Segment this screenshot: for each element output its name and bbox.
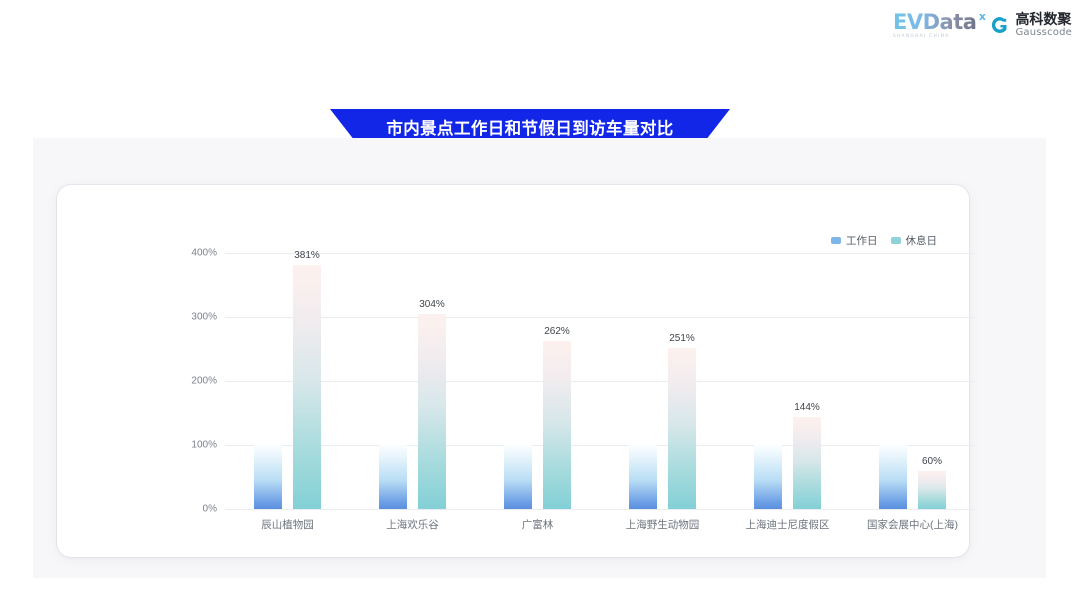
- x-axis-category-label: 上海野生动物园: [625, 519, 700, 531]
- bar-group[interactable]: 144%: [725, 247, 850, 509]
- bar-工作日[interactable]: [879, 445, 907, 509]
- page-title: 市内景点工作日和节假日到访车量对比: [386, 120, 674, 138]
- bar-wrapper: 60%: [918, 456, 946, 509]
- bar-wrapper: 381%: [293, 250, 321, 509]
- gausscode-logo: 高科数聚 Gausscode: [990, 12, 1072, 38]
- chart-plot-area: 0% 100% 200% 300% 400% 381% 304% 262% 251% 144% 6…: [169, 247, 975, 531]
- y-axis-tick-label: 100%: [191, 439, 217, 451]
- gridline: [225, 253, 975, 254]
- evdata-wordmark: EVData x: [893, 10, 986, 33]
- x-axis-category-label: 上海欢乐谷: [386, 519, 439, 531]
- evdata-subtitle: SHANGHAI CHINA: [893, 33, 950, 38]
- bar-wrapper: [754, 445, 782, 509]
- gridline: [225, 509, 975, 510]
- bar-工作日[interactable]: [754, 445, 782, 509]
- chart-legend: 工作日 休息日: [831, 233, 937, 248]
- legend-label: 工作日: [846, 235, 878, 247]
- bar-value-label: 262%: [544, 326, 570, 338]
- bar-wrapper: 304%: [418, 299, 446, 509]
- gausscode-name-cn: 高科数聚: [1015, 11, 1072, 27]
- legend-item[interactable]: 休息日: [890, 233, 938, 248]
- gridline: [225, 445, 975, 446]
- x-axis-labels: 辰山植物园 上海欢乐谷 广富林 上海野生动物园 上海迪士尼度假区 国家会展中心(上海): [225, 517, 975, 535]
- bar-休息日[interactable]: [668, 348, 696, 509]
- x-axis-category-label: 辰山植物园: [261, 519, 314, 531]
- bar-wrapper: 251%: [668, 333, 696, 509]
- gridline: [225, 317, 975, 318]
- gridline: [225, 381, 975, 382]
- bar-休息日[interactable]: [418, 314, 446, 509]
- bar-工作日[interactable]: [254, 445, 282, 509]
- bar-工作日[interactable]: [379, 445, 407, 509]
- legend-item[interactable]: 工作日: [831, 233, 878, 248]
- bar-wrapper: [504, 445, 532, 509]
- bar-工作日[interactable]: [629, 445, 657, 509]
- bar-wrapper: [629, 445, 657, 509]
- chart-card: 工作日 休息日 0% 100% 200% 300% 400% 381% 304% 262% 25…: [57, 185, 975, 557]
- x-axis-category-label: 国家会展中心(上海): [867, 519, 958, 531]
- x-axis-category-label: 上海迪士尼度假区: [745, 519, 830, 531]
- bar-group[interactable]: 381%: [225, 247, 350, 509]
- bar-value-label: 381%: [294, 250, 320, 262]
- bar-休息日[interactable]: [293, 265, 321, 509]
- bar-group[interactable]: 304%: [350, 247, 475, 509]
- bar-wrapper: [879, 445, 907, 509]
- bar-wrapper: 144%: [793, 402, 821, 509]
- legend-swatch-icon: [831, 237, 841, 244]
- bar-wrapper: 262%: [543, 326, 571, 509]
- y-axis-tick-label: 0%: [202, 503, 217, 515]
- x-axis-category-label: 广富林: [521, 519, 554, 531]
- legend-swatch-icon: [890, 237, 901, 244]
- y-axis-tick-label: 300%: [191, 311, 217, 323]
- bar-value-label: 304%: [419, 299, 445, 311]
- bar-wrapper: [254, 445, 282, 509]
- g-circle-icon: [992, 16, 1007, 33]
- bar-group[interactable]: 60%: [850, 247, 975, 509]
- gausscode-text: 高科数聚 Gausscode: [1015, 12, 1072, 38]
- bar-value-label: 144%: [794, 401, 820, 413]
- y-axis-tick-label: 200%: [191, 375, 217, 387]
- bar-value-label: 60%: [921, 455, 943, 467]
- bar-group[interactable]: 251%: [600, 247, 725, 509]
- gausscode-name-en: Gausscode: [1015, 27, 1072, 38]
- y-axis-tick-label: 400%: [191, 247, 217, 259]
- bar-工作日[interactable]: [504, 445, 532, 509]
- legend-label: 休息日: [905, 235, 938, 247]
- bar-休息日[interactable]: [543, 341, 571, 509]
- bar-value-label: 251%: [669, 333, 695, 345]
- logo-bar: EVData x SHANGHAI CHINA 高科数聚 Gausscode: [893, 10, 1072, 38]
- evdata-logo: EVData x SHANGHAI CHINA: [893, 10, 986, 38]
- bar-wrapper: [379, 445, 407, 509]
- bar-休息日[interactable]: [918, 470, 946, 509]
- bar-休息日[interactable]: [793, 416, 821, 509]
- bar-group[interactable]: 262%: [475, 247, 600, 509]
- bars-group: 381% 304% 262% 251% 144% 60%: [225, 247, 975, 509]
- evdata-superscript-x: x: [978, 10, 986, 23]
